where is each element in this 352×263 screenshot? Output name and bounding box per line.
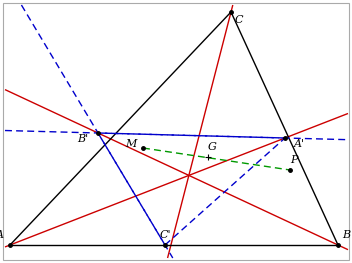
- Text: B: B: [342, 230, 350, 240]
- Text: G: G: [208, 142, 216, 152]
- Text: B': B': [77, 134, 89, 144]
- Text: C: C: [235, 15, 243, 25]
- Text: P: P: [290, 155, 298, 165]
- Text: A': A': [294, 139, 304, 149]
- Text: A: A: [0, 230, 4, 240]
- Text: C': C': [159, 230, 171, 240]
- Text: M: M: [125, 139, 137, 149]
